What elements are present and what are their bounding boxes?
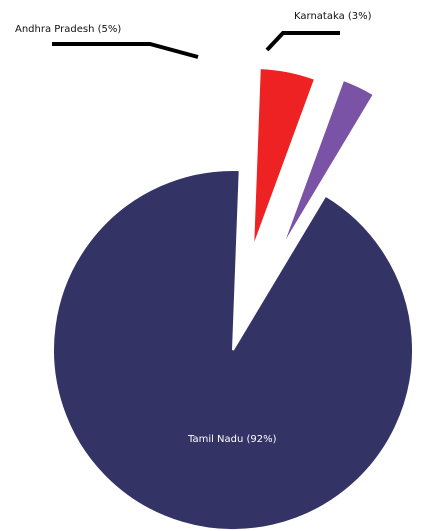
slice-label-tamil-nadu: Tamil Nadu (92%) [187,434,277,445]
leader-line-andhra-pradesh [52,42,199,59]
pie-slice-karnataka [280,78,376,250]
pie-slice-andhra-pradesh [252,67,317,249]
slice-label-karnataka: Karnataka (3%) [294,11,372,22]
slice-label-andhra-pradesh: Andhra Pradesh (5%) [15,24,121,35]
pie-slices [52,67,414,531]
pie-slice-tamil-nadu [52,169,414,531]
leader-line-karnataka [265,31,340,52]
